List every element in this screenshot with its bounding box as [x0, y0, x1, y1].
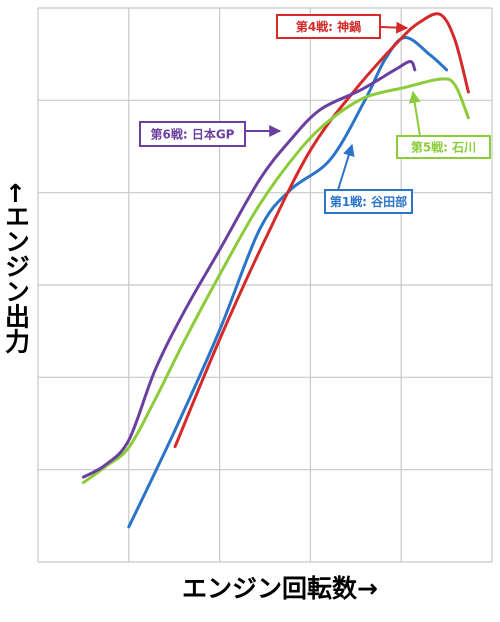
callout: 第1戦: 谷田部 [324, 143, 413, 214]
legend-label: 第5戦: 石川 [411, 140, 476, 155]
series-line [173, 12, 470, 449]
callout: 第6戦: 日本GP [139, 121, 282, 147]
legend-label: 第4戦: 神鍋 [296, 19, 361, 34]
callout-arrow [408, 90, 421, 137]
y-axis-label: ←エンジン出力 [2, 183, 31, 355]
callout-box [276, 14, 381, 39]
callout-box [324, 189, 413, 214]
legend-label: 第1戦: 谷田部 [330, 194, 407, 209]
callout-box [396, 135, 491, 159]
x-axis-label: エンジン回転数→ [182, 574, 378, 603]
callout: 第5戦: 石川 [396, 90, 491, 159]
legend-label: 第6戦: 日本GP [151, 127, 235, 142]
callout-arrow [379, 21, 409, 34]
series-line [81, 77, 470, 485]
callout-box [139, 121, 246, 147]
callout-arrow [337, 143, 355, 191]
series-line [81, 60, 417, 479]
series-line [127, 36, 449, 529]
callout: 第4戦: 神鍋 [276, 14, 409, 39]
